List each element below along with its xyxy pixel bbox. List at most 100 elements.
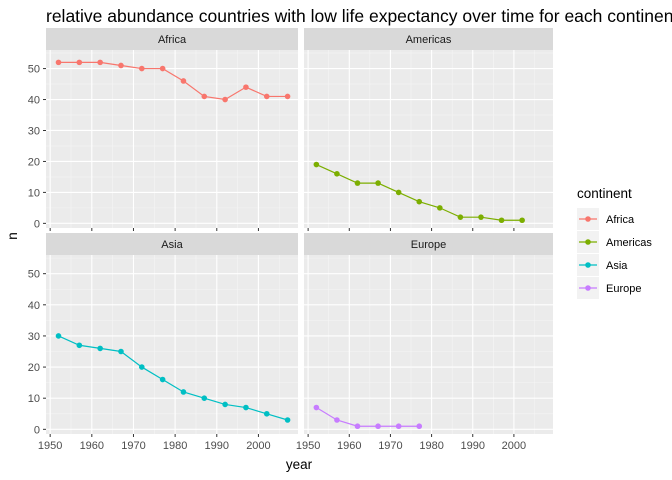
legend-item-americas: Americas [577,231,652,253]
legend-label: Asia [606,260,628,272]
x-tick-label: 1970 [378,440,402,452]
data-point [139,364,145,370]
facet-strip-label: Europe [411,239,446,251]
data-point [395,189,402,196]
data-point [284,417,291,423]
data-point [118,348,124,355]
y-tick-label: 20 [28,156,40,168]
data-point [334,171,340,177]
legend-title: continent [577,186,632,201]
y-tick-label: 10 [28,187,40,199]
data-point [395,423,402,430]
facet-panel-africa: Africa 0 10 20 30 40 50 [28,28,298,231]
data-point [76,342,83,349]
data-point [243,84,249,90]
legend-item-africa: Africa [577,208,635,230]
data-point [201,93,208,100]
legend-key-point [585,285,591,291]
facet-panel-europe: Europe 1950 1960 1970 1980 1990 2000 [296,233,553,452]
x-tick-label: 1970 [121,440,145,452]
legend: continent Africa Americas Asia Europe [577,186,652,299]
y-tick-label: 50 [28,64,40,76]
x-tick-label: 1950 [38,440,62,452]
data-point [55,333,62,339]
x-tick-label: 1960 [337,440,361,452]
facets: Africa 0 10 20 30 40 50 Americas Asia 0 10 20 30 40 50… [28,28,553,452]
facet-strip [304,233,553,255]
data-point [159,65,166,72]
series-line-africa [58,61,288,101]
data-point [201,395,208,402]
x-tick-label: 1990 [205,440,229,452]
y-tick-label: 20 [28,362,40,374]
y-tick-label: 30 [28,125,40,137]
data-point [159,376,166,383]
legend-label: Americas [606,237,652,249]
legend-key-point [585,216,591,222]
y-tick-label: 40 [28,95,40,107]
data-point [416,423,423,430]
data-point [55,59,62,66]
facet-panel-asia: Asia 0 10 20 30 40 50 1950 1960 1970 1980 1990 2000 [28,233,298,452]
data-point [519,217,525,224]
data-point [263,93,270,100]
x-tick-label: 2000 [246,440,270,452]
y-tick-label: 50 [28,269,40,281]
data-point [375,423,381,430]
data-point [222,96,228,103]
data-point [334,417,340,423]
y-tick-label: 40 [28,300,40,312]
data-point [180,389,187,395]
legend-key-point [585,262,591,268]
panel-background [46,255,298,434]
data-point [118,62,124,69]
data-point [478,214,484,220]
data-point [284,93,291,100]
y-tick-label: 10 [28,393,40,405]
facet-panel-americas: Americas [304,28,553,231]
facet-strip [46,233,298,255]
facet-strip [46,28,298,50]
facet-strip [304,28,553,50]
data-point [375,180,381,186]
x-tick-label: 1960 [80,440,104,452]
x-tick-label: 1980 [419,440,443,452]
x-tick-label: 1980 [163,440,187,452]
chart-title: relative abundance countries with low li… [46,6,672,26]
legend-label: Africa [606,214,635,226]
x-tick-label: 1990 [461,440,485,452]
facet-strip-label: Africa [158,34,187,46]
data-point [97,59,103,66]
x-tick-label: 1950 [296,440,320,452]
panel-background [304,255,553,434]
panel-background [46,50,298,228]
data-point [313,404,320,411]
data-point [457,214,464,220]
data-point [76,59,83,66]
data-point [222,401,228,408]
data-point [498,217,505,224]
legend-label: Europe [606,283,641,295]
data-point [139,65,145,72]
legend-item-europe: Europe [577,277,641,299]
facet-strip-label: Asia [161,239,183,251]
y-tick-label: 30 [28,331,40,343]
y-axis-title: n [5,232,20,240]
x-axis-title: year [286,457,313,472]
series-line-asia [58,335,288,421]
data-point [354,180,361,186]
series-line-europe [316,407,420,427]
facet-strip-label: Americas [406,34,452,46]
y-tick-label: 0 [34,424,40,436]
data-point [263,410,270,417]
data-point [416,198,423,205]
x-tick-label: 2000 [502,440,526,452]
data-point [354,423,361,430]
data-point [180,78,187,84]
panel-background [304,50,553,228]
data-point [437,205,443,211]
data-point [313,161,320,168]
legend-item-asia: Asia [577,254,628,276]
legend-key-point [585,239,591,245]
